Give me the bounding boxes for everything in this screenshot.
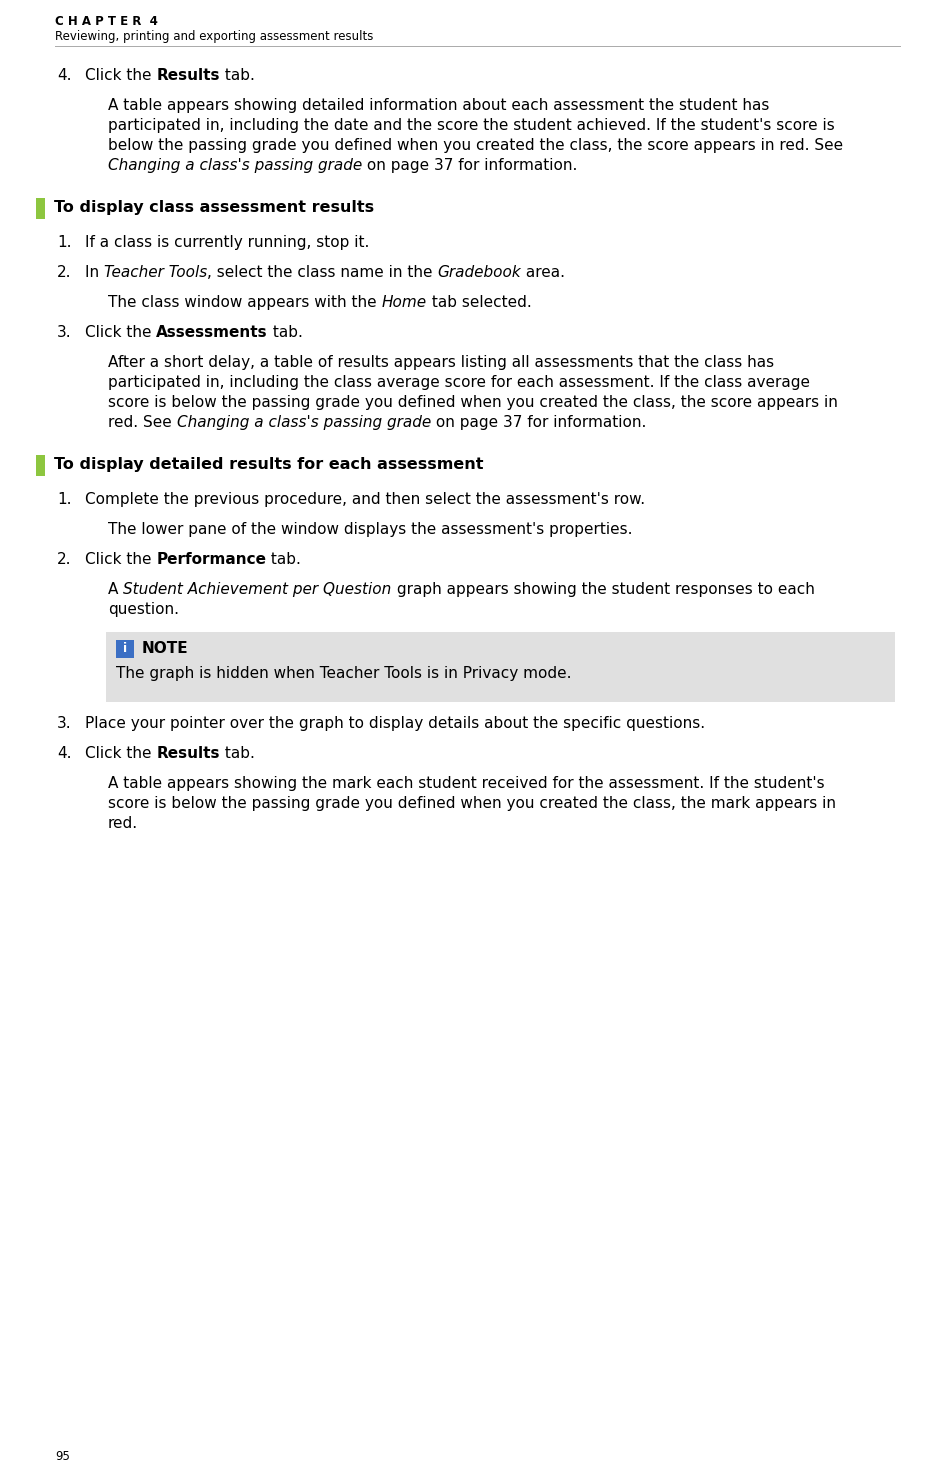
- Text: graph appears showing the student responses to each: graph appears showing the student respon…: [391, 583, 814, 597]
- Text: 3.: 3.: [57, 324, 72, 341]
- Text: Click the: Click the: [85, 324, 156, 341]
- Text: 4.: 4.: [57, 68, 71, 83]
- Text: question.: question.: [108, 602, 179, 617]
- Text: Student Achievement per Question: Student Achievement per Question: [124, 583, 391, 597]
- Text: A: A: [108, 583, 124, 597]
- Text: Reviewing, printing and exporting assessment results: Reviewing, printing and exporting assess…: [55, 30, 373, 43]
- Text: The graph is hidden when Teacher Tools is in Privacy mode.: The graph is hidden when Teacher Tools i…: [116, 667, 572, 681]
- Text: 1.: 1.: [57, 493, 71, 507]
- Text: Results: Results: [156, 746, 220, 761]
- Text: , select the class name in the: , select the class name in the: [207, 266, 438, 280]
- Text: The class window appears with the: The class window appears with the: [108, 295, 382, 310]
- Text: To display class assessment results: To display class assessment results: [54, 201, 374, 215]
- Bar: [116, 640, 134, 658]
- Text: C H A P T E R  4: C H A P T E R 4: [55, 15, 158, 28]
- Text: Home: Home: [382, 295, 427, 310]
- Bar: [106, 631, 895, 702]
- Text: on page 37 for information.: on page 37 for information.: [431, 414, 646, 431]
- Text: tab.: tab.: [268, 324, 303, 341]
- Text: participated in, including the class average score for each assessment. If the c: participated in, including the class ave…: [108, 375, 810, 389]
- Text: NOTE: NOTE: [142, 642, 189, 656]
- Text: Performance: Performance: [156, 552, 267, 566]
- Text: participated in, including the date and the score the student achieved. If the s: participated in, including the date and …: [108, 118, 835, 133]
- Text: area.: area.: [521, 266, 565, 280]
- Text: After a short delay, a table of results appears listing all assessments that the: After a short delay, a table of results …: [108, 355, 774, 370]
- Text: A table appears showing detailed information about each assessment the student h: A table appears showing detailed informa…: [108, 97, 769, 114]
- Text: 2.: 2.: [57, 552, 71, 566]
- Text: 2.: 2.: [57, 266, 71, 280]
- Text: 1.: 1.: [57, 235, 71, 249]
- Bar: [36, 198, 45, 218]
- Text: i: i: [123, 643, 127, 655]
- Text: score is below the passing grade you defined when you created the class, the mar: score is below the passing grade you def…: [108, 796, 836, 811]
- Text: tab.: tab.: [220, 68, 255, 83]
- Text: tab.: tab.: [267, 552, 301, 566]
- Text: The lower pane of the window displays the assessment's properties.: The lower pane of the window displays th…: [108, 522, 633, 537]
- Text: 3.: 3.: [57, 715, 72, 732]
- Text: A table appears showing the mark each student received for the assessment. If th: A table appears showing the mark each st…: [108, 776, 825, 791]
- Text: score is below the passing grade you defined when you created the class, the sco: score is below the passing grade you def…: [108, 395, 838, 410]
- Text: Click the: Click the: [85, 746, 156, 761]
- Text: Assessments: Assessments: [156, 324, 268, 341]
- Text: Place your pointer over the graph to display details about the specific question: Place your pointer over the graph to dis…: [85, 715, 705, 732]
- Text: Complete the previous procedure, and then select the assessment's row.: Complete the previous procedure, and the…: [85, 493, 645, 507]
- Text: Changing a class's passing grade: Changing a class's passing grade: [177, 414, 431, 431]
- Text: To display detailed results for each assessment: To display detailed results for each ass…: [54, 457, 484, 472]
- Text: Teacher Tools: Teacher Tools: [104, 266, 207, 280]
- Text: on page 37 for information.: on page 37 for information.: [362, 158, 578, 173]
- Text: 95: 95: [55, 1450, 70, 1463]
- Text: 4.: 4.: [57, 746, 71, 761]
- Bar: [36, 454, 45, 476]
- Text: Results: Results: [156, 68, 220, 83]
- Text: Click the: Click the: [85, 68, 156, 83]
- Text: Gradebook: Gradebook: [438, 266, 521, 280]
- Text: Changing a class's passing grade: Changing a class's passing grade: [108, 158, 362, 173]
- Text: Click the: Click the: [85, 552, 156, 566]
- Text: tab selected.: tab selected.: [427, 295, 532, 310]
- Text: If a class is currently running, stop it.: If a class is currently running, stop it…: [85, 235, 370, 249]
- Text: red.: red.: [108, 816, 139, 830]
- Text: tab.: tab.: [220, 746, 255, 761]
- Text: below the passing grade you defined when you created the class, the score appear: below the passing grade you defined when…: [108, 139, 843, 153]
- Text: red. See: red. See: [108, 414, 177, 431]
- Text: In: In: [85, 266, 104, 280]
